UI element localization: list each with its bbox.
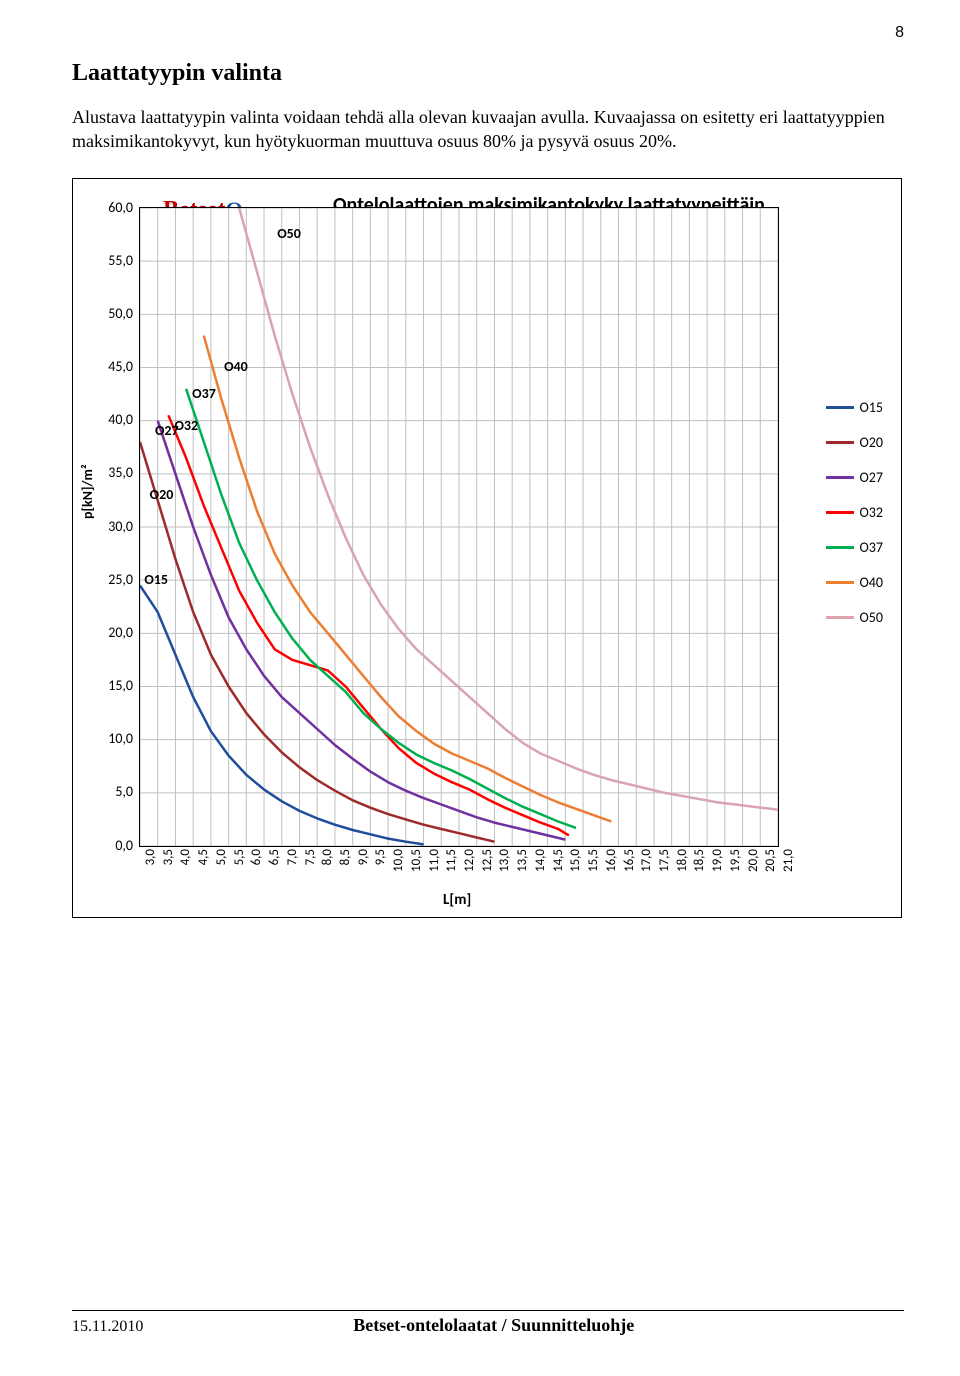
x-tick-label: 7,0: [285, 849, 300, 879]
x-tick-label: 18,5: [692, 849, 707, 879]
x-tick-label: 17,5: [657, 849, 672, 879]
y-tick-label: 40,0: [93, 411, 133, 428]
y-tick-label: 20,0: [93, 624, 133, 641]
x-tick-label: 10,5: [409, 849, 424, 879]
page-number: 8: [895, 24, 904, 42]
body-text: Alustava laattatyypin valinta voidaan te…: [72, 105, 904, 154]
footer-date: 15.11.2010: [72, 1318, 143, 1336]
series-label-o50: O50: [277, 225, 301, 242]
legend-label: O40: [860, 574, 883, 591]
y-tick-label: 35,0: [93, 464, 133, 481]
legend-swatch: [826, 616, 854, 619]
legend-swatch: [826, 476, 854, 479]
x-tick-label: 13,5: [515, 849, 530, 879]
x-tick-label: 16,0: [604, 849, 619, 879]
x-tick-label: 3,0: [143, 849, 158, 879]
section-title: Laattatyypin valinta: [72, 60, 904, 87]
x-tick-label: 15,0: [568, 849, 583, 879]
x-tick-label: 13,0: [497, 849, 512, 879]
x-tick-label: 15,5: [586, 849, 601, 879]
y-tick-label: 30,0: [93, 518, 133, 535]
y-tick-label: 15,0: [93, 677, 133, 694]
series-label-o37: O37: [192, 385, 216, 402]
x-tick-label: 18,0: [675, 849, 690, 879]
legend-label: O27: [860, 469, 883, 486]
x-tick-label: 14,5: [551, 849, 566, 879]
x-tick-label: 6,5: [267, 849, 282, 879]
legend-item-o40: O40: [826, 574, 883, 591]
x-tick-label: 12,5: [480, 849, 495, 879]
x-tick-label: 4,0: [178, 849, 193, 879]
x-tick-label: 6,0: [249, 849, 264, 879]
legend: O15 O20 O27 O32 O37 O40 O50: [826, 399, 883, 626]
x-tick-label: 10,0: [391, 849, 406, 879]
x-axis-label: L[m]: [443, 891, 471, 909]
legend-label: O15: [860, 399, 883, 416]
x-tick-label: 5,5: [232, 849, 247, 879]
y-tick-label: 60,0: [93, 199, 133, 216]
x-tick-label: 19,0: [710, 849, 725, 879]
legend-swatch: [826, 511, 854, 514]
y-tick-label: 5,0: [93, 783, 133, 800]
y-tick-label: 50,0: [93, 305, 133, 322]
x-tick-label: 11,5: [444, 849, 459, 879]
y-tick-label: 55,0: [93, 252, 133, 269]
legend-item-o37: O37: [826, 539, 883, 556]
x-tick-label: 20,5: [763, 849, 778, 879]
legend-item-o20: O20: [826, 434, 883, 451]
legend-label: O20: [860, 434, 883, 451]
footer-doc-title: Betset-ontelolaatat / Suunnitteluohje: [353, 1315, 634, 1336]
x-tick-label: 9,5: [373, 849, 388, 879]
series-label-o40: O40: [224, 358, 248, 375]
series-label-o20: O20: [150, 486, 174, 503]
legend-swatch: [826, 441, 854, 444]
footer: 15.11.2010 Betset-ontelolaatat / Suunnit…: [72, 1310, 904, 1336]
legend-item-o32: O32: [826, 504, 883, 521]
y-tick-label: 0,0: [93, 837, 133, 854]
legend-item-o27: O27: [826, 469, 883, 486]
page: 8 Laattatyypin valinta Alustava laattaty…: [0, 0, 960, 1376]
legend-item-o50: O50: [826, 609, 883, 626]
x-tick-label: 21,0: [781, 849, 796, 879]
legend-label: O50: [860, 609, 883, 626]
legend-swatch: [826, 406, 854, 409]
y-tick-label: 10,0: [93, 730, 133, 747]
x-tick-label: 8,5: [338, 849, 353, 879]
series-label-o15: O15: [144, 571, 168, 588]
series-label-o32: O32: [174, 417, 198, 434]
y-tick-label: 25,0: [93, 571, 133, 588]
x-tick-label: 5,0: [214, 849, 229, 879]
x-tick-label: 9,0: [356, 849, 371, 879]
x-tick-label: 3,5: [161, 849, 176, 879]
y-tick-label: 45,0: [93, 358, 133, 375]
x-tick-label: 14,0: [533, 849, 548, 879]
x-tick-label: 17,0: [639, 849, 654, 879]
legend-swatch: [826, 581, 854, 584]
legend-label: O32: [860, 504, 883, 521]
legend-item-o15: O15: [826, 399, 883, 416]
x-tick-label: 7,5: [303, 849, 318, 879]
chart-frame: BetsetOy Ontelolaattojen maksimikantokyk…: [72, 178, 902, 918]
x-tick-label: 4,5: [196, 849, 211, 879]
x-tick-label: 12,0: [462, 849, 477, 879]
x-tick-label: 8,0: [320, 849, 335, 879]
x-tick-label: 19,5: [728, 849, 743, 879]
plot-svg: [140, 208, 778, 846]
legend-swatch: [826, 546, 854, 549]
plot-area: [139, 207, 779, 847]
x-tick-label: 11,0: [427, 849, 442, 879]
legend-label: O37: [860, 539, 883, 556]
x-tick-label: 16,5: [622, 849, 637, 879]
x-tick-label: 20,0: [746, 849, 761, 879]
